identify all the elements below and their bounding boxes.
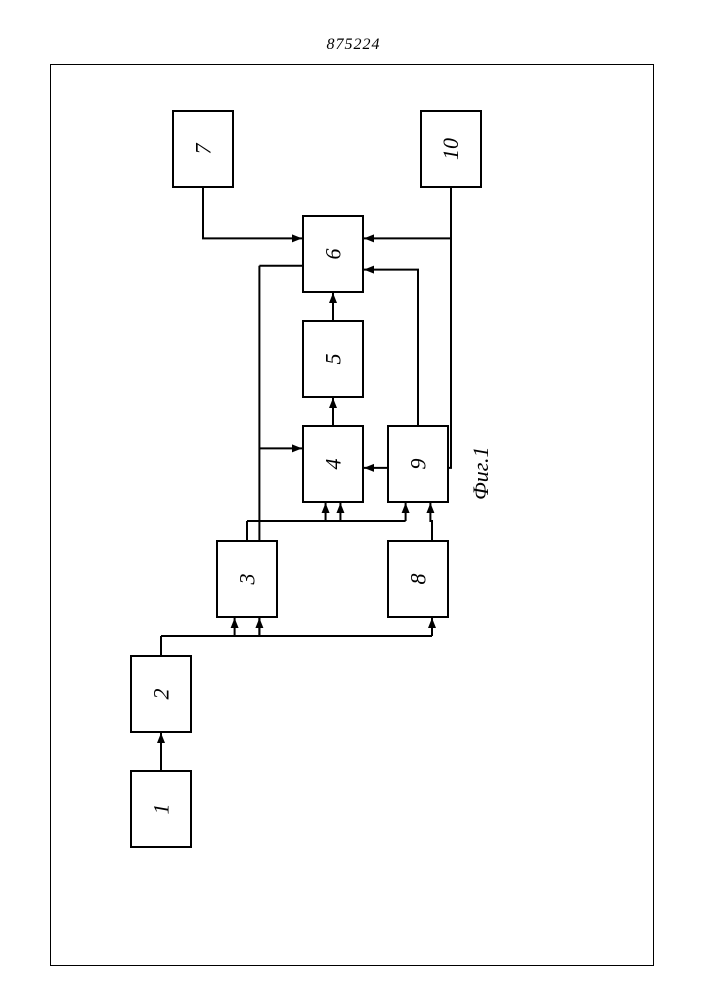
node-label: 6 [320,249,346,260]
node-5: 5 [302,320,364,398]
node-label: 9 [405,459,431,470]
node-1: 1 [130,770,192,848]
node-4: 4 [302,425,364,503]
node-label: 5 [320,354,346,365]
node-2: 2 [130,655,192,733]
node-label: 8 [405,574,431,585]
node-6: 6 [302,215,364,293]
node-label: 2 [148,689,174,700]
node-label: 7 [190,144,216,155]
node-8: 8 [387,540,449,618]
block-diagram: 1 2 3 4 5 6 7 8 9 10 Фиг.1 [0,0,707,1000]
node-9: 9 [387,425,449,503]
node-3: 3 [216,540,278,618]
node-7: 7 [172,110,234,188]
figure-caption: Фиг.1 [468,447,494,501]
node-label: 10 [438,138,464,160]
node-10: 10 [420,110,482,188]
node-label: 3 [234,574,260,585]
node-label: 1 [148,804,174,815]
node-label: 4 [320,459,346,470]
